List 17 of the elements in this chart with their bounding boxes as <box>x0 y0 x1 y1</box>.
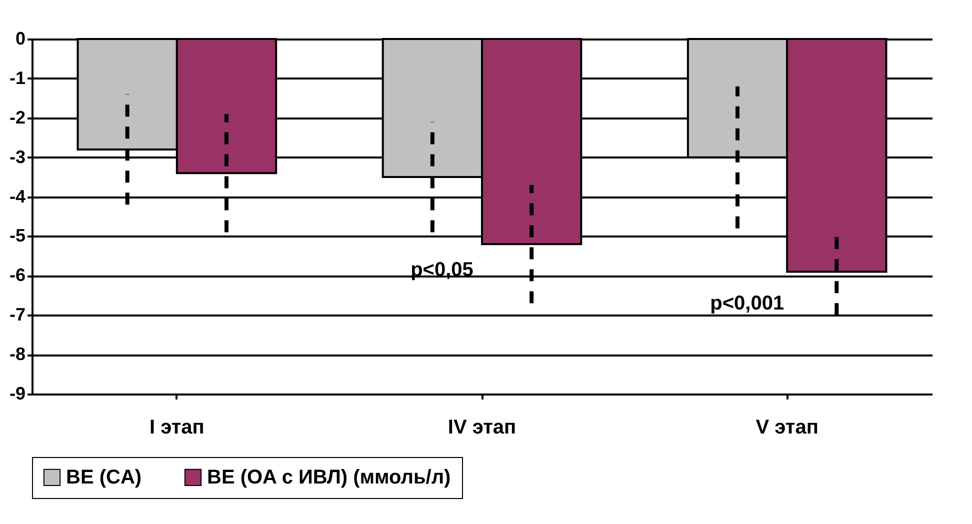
x-tick-label: V этап <box>756 416 818 438</box>
y-tick-label: -2 <box>9 107 26 128</box>
y-tick-label: -8 <box>9 344 26 364</box>
y-tick-label: -6 <box>9 265 26 286</box>
annotation: p<0,05 <box>410 258 474 281</box>
y-tick-label: -3 <box>9 146 26 167</box>
y-tick-label: -7 <box>9 304 26 325</box>
y-tick-label: -4 <box>9 186 26 206</box>
legend-label: BE (OA с ИВЛ) (ммоль/л) <box>207 466 451 488</box>
y-tick-label: -1 <box>9 68 26 88</box>
legend-label: BE (CA) <box>66 466 142 488</box>
y-tick-label: 0 <box>15 28 26 48</box>
x-tick-label: IV этап <box>448 416 516 438</box>
y-tick-label: -5 <box>9 226 26 246</box>
x-tick-label: I этап <box>149 416 204 438</box>
y-tick-label: -9 <box>9 384 26 404</box>
annotation: p<0,001 <box>710 292 784 314</box>
